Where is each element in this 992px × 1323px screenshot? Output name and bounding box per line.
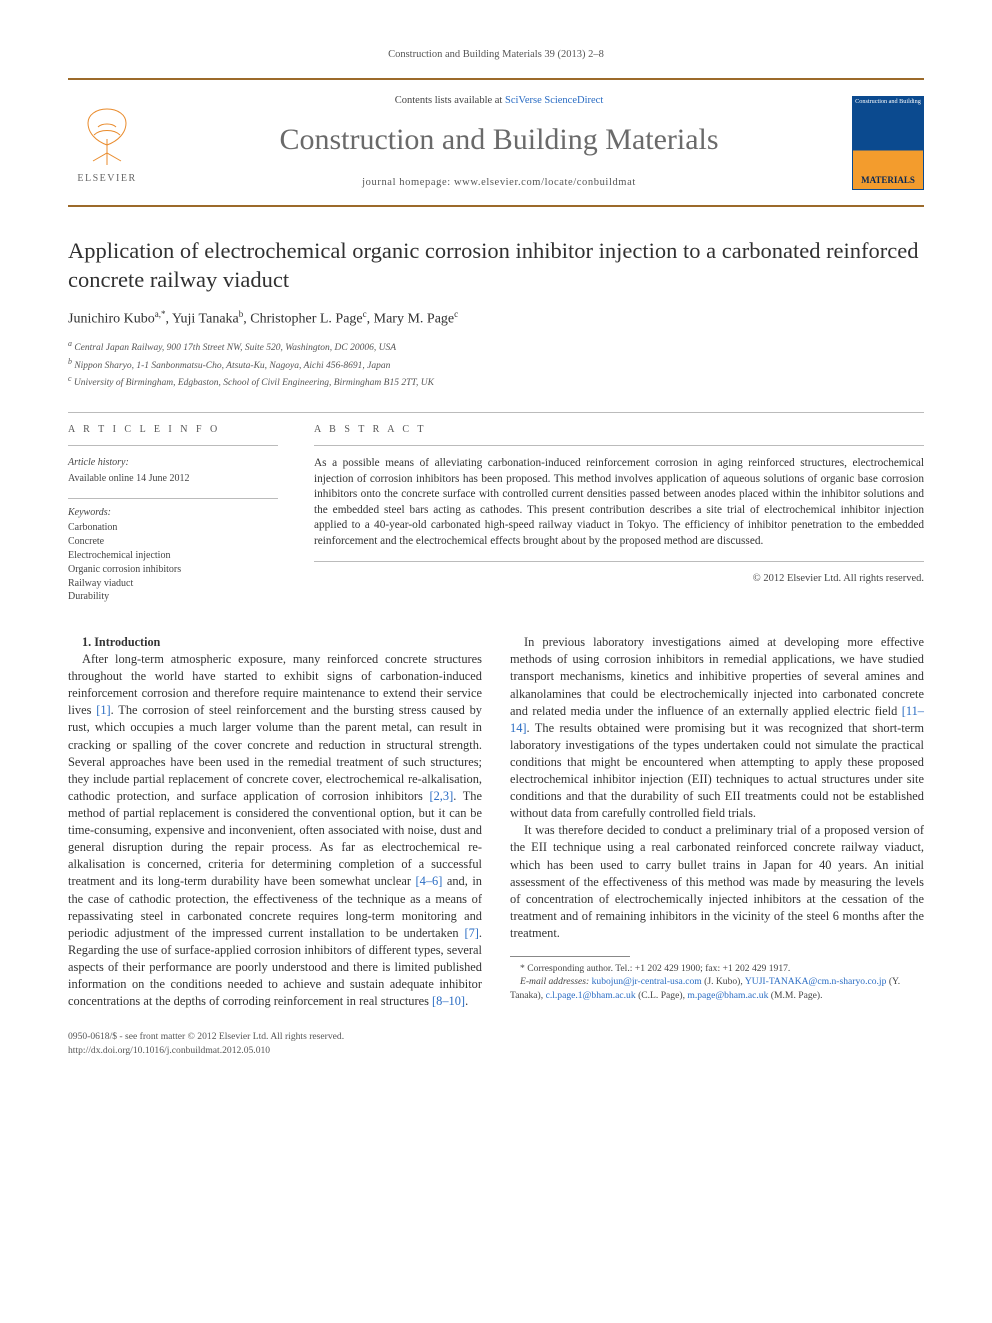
masthead: ELSEVIER Contents lists available at Sci… bbox=[68, 90, 924, 194]
ref-link[interactable]: [1] bbox=[96, 703, 110, 717]
author-sup: c bbox=[363, 309, 367, 319]
text: . The results obtained were promising bu… bbox=[510, 721, 924, 821]
front-matter: 0950-0618/$ - see front matter © 2012 El… bbox=[68, 1030, 344, 1043]
keyword: Durability bbox=[68, 590, 278, 604]
abstract-copyright: © 2012 Elsevier Ltd. All rights reserved… bbox=[314, 572, 924, 586]
footnote-rule bbox=[510, 956, 630, 957]
sciencedirect-link[interactable]: SciVerse ScienceDirect bbox=[505, 95, 603, 106]
text: In previous laboratory investigations ai… bbox=[510, 635, 924, 717]
affiliation: a Central Japan Railway, 900 17th Street… bbox=[68, 339, 924, 355]
article-title: Application of electrochemical organic c… bbox=[68, 237, 924, 295]
affil-sup: b bbox=[68, 357, 72, 366]
para: In previous laboratory investigations ai… bbox=[510, 634, 924, 822]
journal-title: Construction and Building Materials bbox=[146, 119, 852, 160]
corresponding-note: * Corresponding author. Tel.: +1 202 429… bbox=[510, 962, 924, 975]
email-who: (M.M. Page) bbox=[771, 990, 820, 1001]
affiliation: b Nippon Sharyo, 1-1 Sanbonmatsu-Cho, At… bbox=[68, 357, 924, 373]
keywords-head: Keywords: bbox=[68, 506, 278, 520]
article-info: A R T I C L E I N F O Article history: A… bbox=[68, 423, 278, 604]
affil-text: Nippon Sharyo, 1-1 Sanbonmatsu-Cho, Atsu… bbox=[74, 361, 390, 371]
author-sup: b bbox=[239, 309, 244, 319]
footnotes: * Corresponding author. Tel.: +1 202 429… bbox=[510, 962, 924, 1002]
author-name: Junichiro Kubo bbox=[68, 312, 155, 327]
running-head: Construction and Building Materials 39 (… bbox=[68, 48, 924, 62]
publisher-logo: ELSEVIER bbox=[68, 100, 146, 186]
affil-text: Central Japan Railway, 900 17th Street N… bbox=[74, 344, 396, 354]
keyword: Electrochemical injection bbox=[68, 549, 278, 563]
cover-bot-text: MATERIALS bbox=[855, 174, 921, 186]
ref-link[interactable]: [7] bbox=[464, 926, 478, 940]
affiliation: c University of Birmingham, Edgbaston, S… bbox=[68, 374, 924, 390]
author-name: Christopher L. Page bbox=[250, 312, 362, 327]
ref-link[interactable]: [4–6] bbox=[416, 874, 443, 888]
affil-sup: c bbox=[68, 374, 72, 383]
homepage-prefix: journal homepage: bbox=[362, 177, 454, 188]
keyword: Carbonation bbox=[68, 521, 278, 535]
ref-link[interactable]: [8–10] bbox=[432, 994, 465, 1008]
publisher-name: ELSEVIER bbox=[77, 172, 136, 186]
email-link[interactable]: c.l.page.1@bham.ac.uk bbox=[546, 990, 636, 1001]
keywords-list: Carbonation Concrete Electrochemical inj… bbox=[68, 521, 278, 604]
email-link[interactable]: m.page@bham.ac.uk bbox=[687, 990, 768, 1001]
contents-line: Contents lists available at SciVerse Sci… bbox=[146, 94, 852, 108]
text: . bbox=[465, 994, 468, 1008]
keyword: Concrete bbox=[68, 535, 278, 549]
info-head: A R T I C L E I N F O bbox=[68, 423, 278, 446]
page-footer: 0950-0618/$ - see front matter © 2012 El… bbox=[68, 1030, 924, 1056]
affil-text: University of Birmingham, Edgbaston, Sch… bbox=[74, 378, 434, 388]
keyword: Railway viaduct bbox=[68, 577, 278, 591]
email-link[interactable]: YUJI-TANAKA@cm.n-sharyo.co.jp bbox=[745, 976, 887, 987]
section-head: 1. Introduction bbox=[68, 634, 482, 651]
email-line: E-mail addresses: kubojun@jr-central-usa… bbox=[510, 975, 924, 1001]
abstract-head: A B S T R A C T bbox=[314, 423, 924, 446]
author-sup: a,* bbox=[155, 309, 166, 319]
para: It was therefore decided to conduct a pr… bbox=[510, 822, 924, 942]
ref-link[interactable]: [2,3] bbox=[429, 789, 453, 803]
author-name: Mary M. Page bbox=[374, 312, 455, 327]
keyword: Organic corrosion inhibitors bbox=[68, 563, 278, 577]
affiliations: a Central Japan Railway, 900 17th Street… bbox=[68, 339, 924, 390]
affil-sup: a bbox=[68, 339, 72, 348]
author-name: Yuji Tanaka bbox=[172, 312, 239, 327]
tree-icon bbox=[78, 105, 136, 172]
email-link[interactable]: kubojun@jr-central-usa.com bbox=[592, 976, 702, 987]
contents-prefix: Contents lists available at bbox=[395, 95, 505, 106]
email-head: E-mail addresses: bbox=[520, 976, 592, 987]
homepage-url[interactable]: www.elsevier.com/locate/conbuildmat bbox=[454, 177, 636, 188]
history-text: Available online 14 June 2012 bbox=[68, 472, 278, 486]
authors: Junichiro Kuboa,*, Yuji Tanakab, Christo… bbox=[68, 308, 924, 329]
body-text: 1. Introduction After long-term atmosphe… bbox=[68, 634, 924, 1010]
para: After long-term atmospheric exposure, ma… bbox=[68, 651, 482, 1010]
email-who: (J. Kubo) bbox=[704, 976, 740, 987]
rule-bottom bbox=[68, 205, 924, 207]
text: . bbox=[820, 990, 822, 1001]
doi-link[interactable]: http://dx.doi.org/10.1016/j.conbuildmat.… bbox=[68, 1044, 344, 1057]
abstract: A B S T R A C T As a possible means of a… bbox=[314, 412, 924, 604]
homepage-line: journal homepage: www.elsevier.com/locat… bbox=[146, 176, 852, 190]
cover-top-text: Construction and Building bbox=[855, 99, 921, 106]
text: . The corrosion of steel reinforcement a… bbox=[68, 703, 482, 803]
email-who: (C.L. Page) bbox=[638, 990, 683, 1001]
abstract-body: As a possible means of alleviating carbo… bbox=[314, 456, 924, 562]
cover-thumbnail: Construction and Building MATERIALS bbox=[852, 96, 924, 190]
author-sup: c bbox=[454, 309, 458, 319]
rule-top bbox=[68, 78, 924, 80]
history-head: Article history: bbox=[68, 456, 278, 470]
